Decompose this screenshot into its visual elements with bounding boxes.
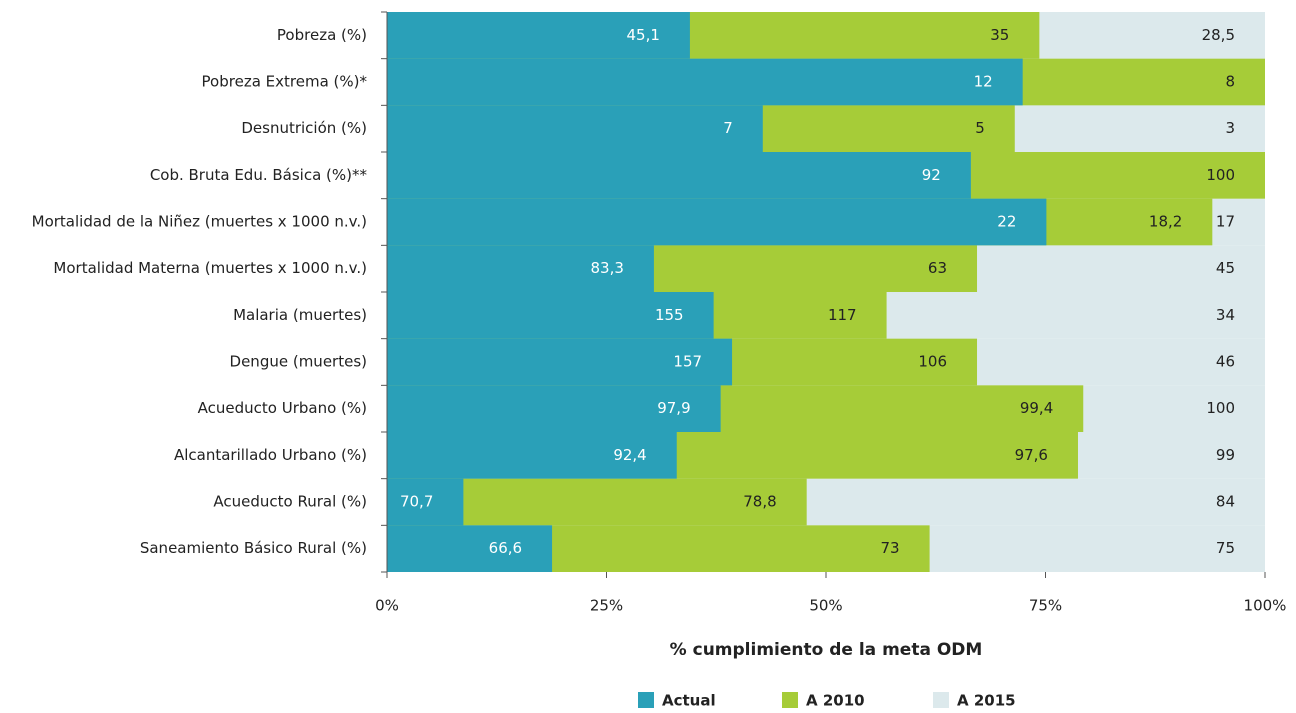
legend-label: A 2015	[957, 692, 1016, 710]
legend-swatch	[638, 692, 654, 708]
y-tick-label: Mortalidad Materna (muertes x 1000 n.v.)	[53, 259, 367, 277]
y-tick-label: Acueducto Rural (%)	[213, 493, 367, 511]
data-label: 106	[918, 353, 947, 371]
x-tick-label: 0%	[375, 597, 399, 615]
data-label: 45,1	[627, 26, 660, 44]
legend-swatch	[782, 692, 798, 708]
data-label: 75	[1216, 539, 1235, 557]
y-tick-label: Dengue (muertes)	[230, 353, 367, 371]
data-label: 3	[1225, 119, 1235, 137]
data-label: 28,5	[1202, 26, 1235, 44]
data-label: 18,2	[1149, 213, 1182, 231]
data-label: 70,7	[400, 493, 433, 511]
data-label: 63	[928, 259, 947, 277]
y-tick-label: Acueducto Urbano (%)	[198, 399, 367, 417]
bar	[387, 58, 1023, 106]
y-tick-label: Desnutrición (%)	[241, 119, 367, 137]
legend-label: A 2010	[806, 692, 865, 710]
bar	[387, 12, 690, 59]
data-label: 97,9	[657, 399, 690, 417]
y-tick-label: Pobreza (%)	[277, 26, 367, 44]
bar	[387, 338, 733, 386]
y-tick-label: Malaria (muertes)	[233, 306, 367, 324]
legend-label: Actual	[662, 692, 716, 710]
data-label: 92,4	[613, 446, 646, 464]
bar	[387, 385, 721, 432]
data-label: 97,6	[1015, 446, 1048, 464]
y-tick-label: Pobreza Extrema (%)*	[202, 73, 368, 91]
data-label: 99	[1216, 446, 1235, 464]
data-label: 157	[673, 353, 702, 371]
data-label: 5	[975, 119, 985, 137]
data-label: 83,3	[591, 259, 624, 277]
x-tick-label: 75%	[1029, 597, 1062, 615]
data-label: 78,8	[743, 493, 776, 511]
legend-swatch	[933, 692, 949, 708]
data-label: 46	[1216, 353, 1235, 371]
data-label: 8	[1225, 73, 1235, 91]
data-label: 99,4	[1020, 399, 1053, 417]
data-label: 45	[1216, 259, 1235, 277]
data-label: 7	[723, 119, 733, 137]
bar	[387, 152, 971, 199]
data-label: 100	[1206, 166, 1235, 184]
x-tick-label: 25%	[590, 597, 623, 615]
data-label: 92	[922, 166, 941, 184]
data-label: 22	[997, 213, 1016, 231]
bar	[387, 292, 714, 339]
data-label: 12	[974, 73, 993, 91]
bar	[387, 525, 553, 572]
bar	[387, 478, 464, 526]
data-label: 73	[881, 539, 900, 557]
bar	[387, 198, 1047, 246]
y-tick-label: Mortalidad de la Niñez (muertes x 1000 n…	[32, 213, 367, 231]
data-label: 117	[828, 306, 857, 324]
data-label: 34	[1216, 306, 1235, 324]
data-label: 35	[990, 26, 1009, 44]
data-label: 17	[1216, 213, 1235, 231]
data-label: 66,6	[489, 539, 522, 557]
x-tick-label: 100%	[1244, 597, 1287, 615]
y-tick-label: Saneamiento Básico Rural (%)	[140, 539, 367, 557]
bar	[387, 432, 677, 479]
x-tick-label: 50%	[809, 597, 842, 615]
bar	[387, 245, 654, 292]
bar	[387, 105, 763, 152]
y-tick-label: Alcantarillado Urbano (%)	[174, 446, 367, 464]
data-label: 84	[1216, 493, 1235, 511]
y-tick-label: Cob. Bruta Edu. Básica (%)**	[150, 166, 368, 184]
data-label: 155	[655, 306, 684, 324]
x-axis-title: % cumplimiento de la meta ODM	[670, 640, 983, 660]
data-label: 100	[1206, 399, 1235, 417]
